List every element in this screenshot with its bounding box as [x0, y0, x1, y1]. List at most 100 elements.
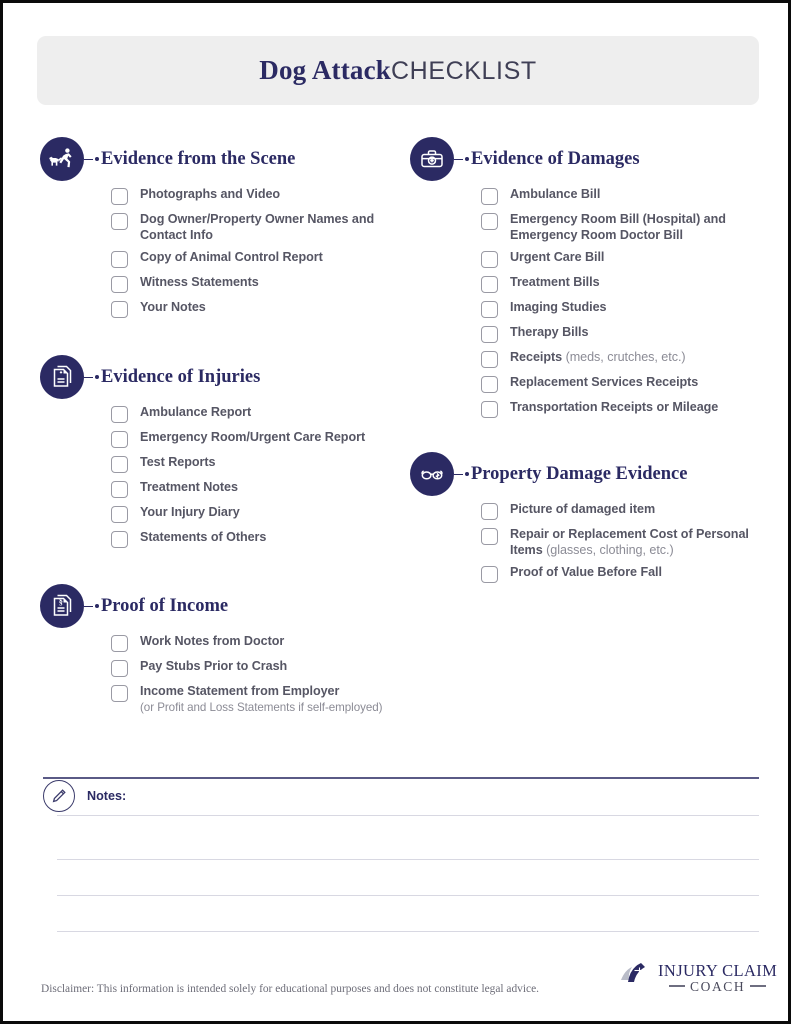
logo-wordmark: INJURY CLAIM COACH [658, 962, 777, 994]
note-writing-line[interactable] [57, 859, 759, 860]
checkbox[interactable] [111, 431, 128, 449]
list-item[interactable]: Pay Stubs Prior to Crash [111, 659, 390, 678]
list-item[interactable]: Repair or Replacement Cost of Personal I… [481, 527, 760, 558]
item-label: Test Reports [140, 455, 216, 470]
item-label: Proof of Value Before Fall [510, 565, 662, 580]
injury-claim-coach-logo: INJURY CLAIM COACH [619, 960, 777, 995]
checkbox[interactable] [481, 351, 498, 369]
disclaimer-text: Disclaimer: This information is intended… [41, 983, 540, 995]
section-connector [454, 154, 471, 165]
medical-bag-icon [410, 137, 454, 181]
item-label: Witness Statements [140, 275, 259, 290]
list-item[interactable]: Ambulance Report [111, 405, 390, 424]
list-item[interactable]: Witness Statements [111, 275, 390, 294]
note-writing-line[interactable] [57, 931, 759, 932]
checkbox[interactable] [481, 213, 498, 230]
list-item[interactable]: Ambulance Bill [481, 187, 760, 205]
dog-attack-icon [40, 137, 84, 181]
list-item[interactable]: Proof of Value Before Fall [481, 565, 760, 584]
item-label-main: Receipts [510, 350, 563, 365]
section-evidence-of-injuries: Evidence of Injuries Ambulance Report Em… [40, 353, 390, 549]
checkbox[interactable] [481, 301, 498, 319]
section-connector [454, 469, 471, 480]
item-label-main: Repair or Replacement Cost of Personal I… [510, 527, 749, 557]
checkbox[interactable] [111, 660, 128, 678]
item-label: Treatment Bills [510, 275, 600, 290]
checkbox[interactable] [111, 456, 128, 474]
item-label: Your Injury Diary [140, 505, 240, 520]
section-title: Property Damage Evidence [471, 463, 688, 484]
checkbox[interactable] [111, 213, 128, 230]
section-header: Evidence of Injuries [40, 353, 390, 401]
checkbox[interactable] [481, 401, 498, 419]
section-header: Evidence of Damages [410, 135, 760, 183]
section-title: Evidence of Injuries [101, 366, 261, 387]
checkbox[interactable] [111, 481, 128, 499]
notes-underline [57, 815, 759, 816]
item-label: Transportation Receipts or Mileage [510, 400, 719, 415]
checkbox[interactable] [481, 251, 498, 269]
checkbox[interactable] [481, 503, 498, 521]
list-item[interactable]: Test Reports [111, 455, 390, 474]
checkbox[interactable] [111, 635, 128, 653]
checkbox[interactable] [481, 188, 498, 205]
notes-section: Notes: [43, 777, 759, 932]
checkbox[interactable] [111, 531, 128, 549]
list-item[interactable]: Treatment Notes [111, 480, 390, 499]
checkbox[interactable] [481, 326, 498, 344]
list-item[interactable]: Dog Owner/Property Owner Names and Conta… [111, 212, 390, 243]
note-writing-line[interactable] [57, 895, 759, 896]
list-item[interactable]: Work Notes from Doctor [111, 634, 390, 653]
list-item[interactable]: Your Injury Diary [111, 505, 390, 524]
checkbox[interactable] [481, 528, 498, 546]
list-item[interactable]: Income Statement from Employer (or Profit… [111, 684, 390, 715]
item-label: Ambulance Report [140, 405, 252, 420]
checkbox[interactable] [111, 506, 128, 524]
section-connector [84, 154, 101, 165]
list-item[interactable]: Imaging Studies [481, 300, 760, 319]
logo-line-injury-claim: INJURY CLAIM [658, 960, 778, 980]
item-label: Imaging Studies [510, 300, 607, 315]
list-item[interactable]: Therapy Bills [481, 325, 760, 344]
list-item[interactable]: Treatment Bills [481, 275, 760, 294]
notes-top-rule [43, 777, 759, 779]
list-item[interactable]: Picture of damaged item [481, 502, 760, 521]
list-item[interactable]: Emergency Room Bill (Hospital) and Emerg… [481, 212, 760, 243]
list-item[interactable]: Your Notes [111, 300, 390, 319]
item-label: Ambulance Bill [510, 187, 601, 201]
list-item[interactable]: Transportation Receipts or Mileage [481, 400, 760, 419]
item-label: Urgent Care Bill [510, 250, 605, 265]
pencil-icon [43, 780, 75, 812]
list-item[interactable]: Copy of Animal Control Report [111, 250, 390, 269]
item-label: Copy of Animal Control Report [140, 250, 323, 265]
checklist-items: Picture of damaged item Repair or Replac… [481, 502, 760, 584]
item-label: Repair or Replacement Cost of Personal I… [510, 527, 760, 558]
list-item[interactable]: Replacement Services Receipts [481, 375, 760, 394]
item-label: Treatment Notes [140, 480, 238, 495]
logo-coach-text: COACH [689, 978, 746, 994]
list-item[interactable]: Emergency Room/Urgent Care Report [111, 430, 390, 449]
checkbox[interactable] [111, 188, 128, 205]
checklist-items: Ambulance Bill Emergency Room Bill (Hosp… [481, 187, 760, 419]
list-item[interactable]: Photographs and Video [111, 187, 390, 205]
checkbox[interactable] [111, 685, 128, 703]
item-label: Work Notes from Doctor [140, 634, 285, 649]
item-label: Statements of Others [140, 530, 267, 545]
checkbox[interactable] [481, 566, 498, 584]
section-title: Evidence of Damages [471, 148, 640, 169]
checkbox[interactable] [111, 251, 128, 269]
item-label: Your Notes [140, 300, 206, 315]
list-item[interactable]: Statements of Others [111, 530, 390, 549]
checkbox[interactable] [111, 301, 128, 319]
section-title: Proof of Income [101, 595, 229, 616]
checkbox[interactable] [111, 406, 128, 424]
checkbox[interactable] [481, 276, 498, 294]
list-item[interactable]: Urgent Care Bill [481, 250, 760, 269]
page-title-band: Dog AttackCHECKLIST [37, 36, 759, 105]
checkbox[interactable] [481, 376, 498, 394]
item-label: Pay Stubs Prior to Crash [140, 659, 288, 674]
list-item[interactable]: Receipts (meds, crutches, etc.) [481, 350, 760, 369]
scales-of-justice-icon [619, 960, 653, 995]
notes-label: Notes: [87, 789, 127, 803]
checkbox[interactable] [111, 276, 128, 294]
